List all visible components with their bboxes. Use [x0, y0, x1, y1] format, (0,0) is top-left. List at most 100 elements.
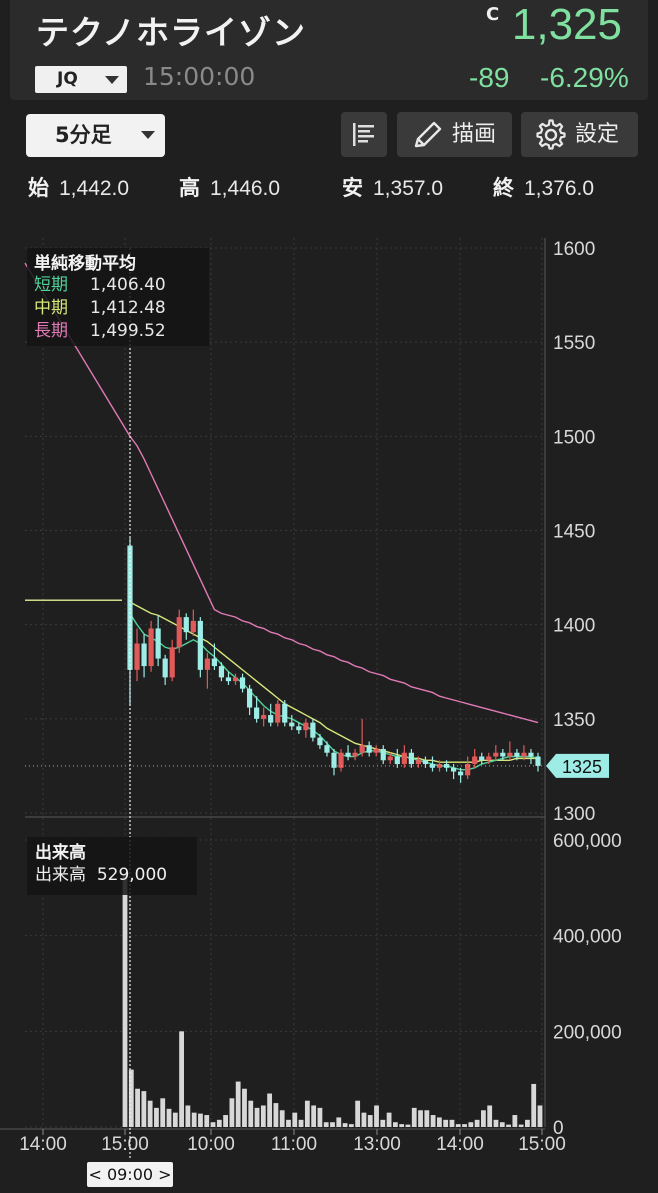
volume-bar	[361, 1112, 367, 1127]
candle-body	[289, 722, 295, 727]
candle-body	[317, 737, 323, 746]
volume-bar	[317, 1107, 323, 1127]
indicator-list-button[interactable]	[341, 112, 387, 157]
candle-body	[225, 677, 232, 682]
ma-long-label: 長期	[34, 321, 68, 341]
draw-label: 描画	[452, 122, 497, 147]
volume-bar	[443, 1119, 449, 1127]
settings-label: 設定	[575, 122, 620, 147]
volume-bar	[254, 1107, 260, 1127]
volume-bar	[512, 1115, 518, 1127]
ma-legend-title: 単純移動平均	[34, 254, 136, 274]
low-label: 安	[342, 176, 363, 200]
candle-body	[479, 756, 485, 761]
price-tick-label: 1450	[553, 522, 595, 543]
volume-bar	[392, 1122, 398, 1127]
high-value: 1,446.0	[210, 177, 281, 200]
volume-bar	[122, 873, 128, 1127]
volume-bar	[455, 1124, 461, 1127]
candle-body	[331, 752, 337, 768]
volume-bar	[405, 1124, 411, 1127]
volume-bar	[204, 1115, 210, 1127]
volume-bar	[348, 1124, 354, 1127]
time-tick-label: 15:00	[518, 1134, 566, 1155]
candle-body	[486, 756, 492, 761]
candle-body	[394, 756, 400, 765]
close-value: 1,376.0	[524, 177, 595, 200]
volume-bar	[235, 1081, 241, 1127]
time-tick-label: 15:00	[101, 1134, 149, 1155]
candle-body	[169, 647, 175, 678]
candle-body	[458, 771, 464, 776]
candle-body	[204, 658, 210, 670]
candle-body	[324, 745, 330, 753]
ma-short-label: 短期	[34, 275, 68, 295]
candle-body	[239, 677, 246, 689]
candle-body	[493, 752, 499, 757]
volume-bar	[298, 1119, 304, 1127]
volume-legend-title: 出来高	[35, 843, 86, 863]
candle-body	[380, 748, 386, 761]
candle-body	[514, 752, 520, 757]
cursor-time-label[interactable]: < 09:00 >	[87, 1162, 173, 1187]
time-tick-label: 11:00	[271, 1134, 317, 1155]
market-select[interactable]: JQ	[35, 66, 127, 93]
price-chart[interactable]: 1600 1550 1500 1450 1400 1350 1300 600,000 400,0…	[0, 230, 658, 1160]
candle-body	[436, 764, 443, 768]
candle-body	[535, 756, 541, 766]
candle-body	[197, 620, 203, 670]
candle-body	[211, 658, 218, 667]
candle-body	[408, 752, 414, 765]
draw-button[interactable]: 描画	[397, 112, 512, 157]
settings-button[interactable]: 設定	[521, 112, 638, 157]
volume-bar	[462, 1124, 467, 1127]
candle-body	[218, 666, 225, 678]
ma-short-row: 短期 1,406.40	[34, 274, 202, 297]
price-tick-label: 1500	[553, 427, 595, 448]
candle-body	[528, 752, 534, 757]
volume-bar	[336, 1117, 342, 1127]
candle-body	[148, 628, 154, 667]
low-price: 安 1,357.0	[342, 172, 443, 202]
ma-mid-row: 中期 1,412.48	[34, 297, 202, 320]
volume-bar	[223, 1115, 229, 1127]
candle-body	[183, 617, 189, 633]
candle-body	[176, 617, 182, 648]
volume-bar	[141, 1091, 147, 1127]
last-price-tag	[546, 753, 609, 778]
last-price-label: 1325	[562, 757, 602, 777]
volume-bar	[160, 1098, 166, 1127]
candle-body	[338, 752, 344, 768]
candle-body	[465, 764, 471, 776]
stock-name: テクノホライゾン	[36, 13, 307, 52]
candle-body	[310, 722, 316, 738]
ma-mid-label: 中期	[34, 298, 68, 318]
volume-bar	[179, 1031, 184, 1127]
volume-bar	[537, 1105, 543, 1127]
chevron-down-icon	[105, 76, 119, 84]
moving-average-legend: 単純移動平均 短期 1,406.40 中期 1,412.48 長期 1,499.52	[27, 248, 209, 346]
volume-bar	[525, 1119, 530, 1127]
candle-body	[401, 752, 407, 765]
candle-body	[268, 715, 274, 723]
candle-body	[443, 764, 450, 768]
candle-body	[155, 628, 161, 659]
candle-body	[472, 756, 478, 765]
high-price: 高 1,446.0	[179, 172, 280, 202]
candle-body	[303, 722, 309, 731]
volume-bar	[487, 1105, 493, 1127]
price-change: -89	[469, 62, 510, 93]
volume-bar	[292, 1112, 298, 1127]
candle-body	[359, 745, 365, 753]
volume-bar	[323, 1122, 329, 1127]
volume-bar	[172, 1112, 178, 1127]
candle-body	[261, 715, 267, 719]
volume-bar	[330, 1122, 335, 1127]
candle-body	[507, 752, 513, 757]
volume-bar	[260, 1105, 266, 1127]
volume-bar	[499, 1122, 505, 1127]
period-select[interactable]: 5分足	[26, 114, 165, 157]
chevron-down-icon	[141, 131, 155, 139]
candle-body	[254, 707, 260, 719]
volume-bar	[267, 1093, 273, 1127]
